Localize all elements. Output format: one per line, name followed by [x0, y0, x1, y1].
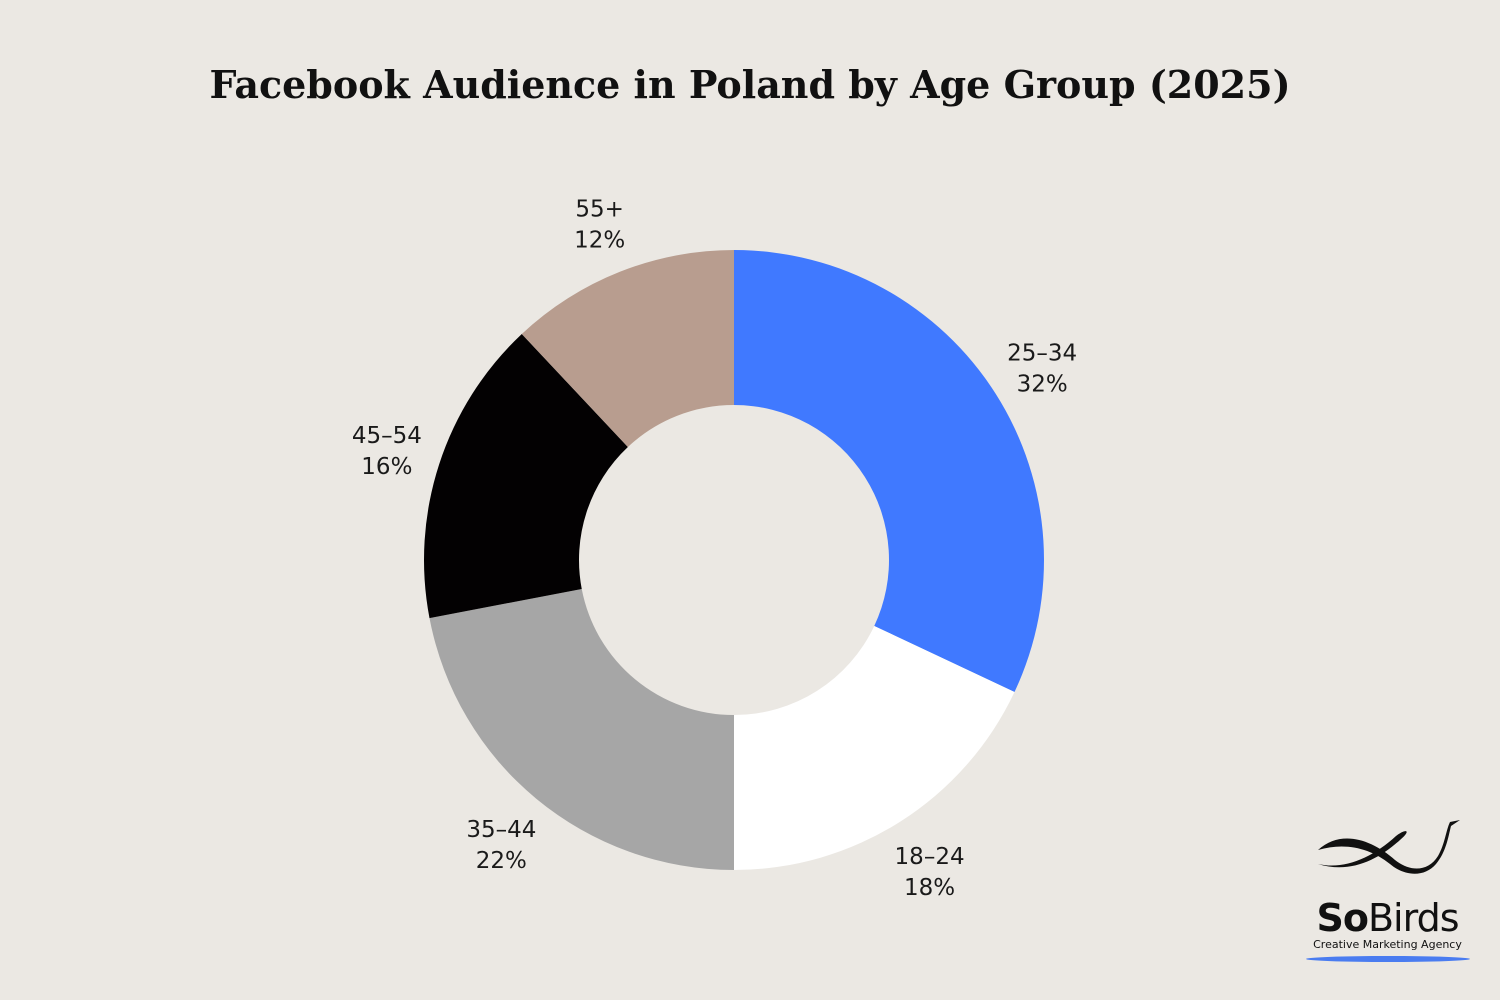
- slice-label-value: 32%: [1017, 371, 1068, 397]
- slice-label-category: 45–54: [352, 423, 422, 449]
- logo-word-light: Birds: [1367, 896, 1460, 940]
- slice-label-value: 18%: [904, 875, 955, 901]
- slice-label-value: 22%: [476, 848, 527, 874]
- slice-45–54: [424, 334, 628, 619]
- slice-18–24: [734, 625, 1015, 870]
- slice-label-value: 16%: [361, 454, 412, 480]
- sobirds-logo: SoBirds Creative Marketing Agency: [1300, 808, 1475, 968]
- bird-icon: [1318, 820, 1460, 874]
- logo-underline: [1306, 956, 1470, 962]
- logo-tagline: Creative Marketing Agency: [1313, 938, 1462, 951]
- chart-title: Facebook Audience in Poland by Age Group…: [209, 62, 1291, 107]
- slice-label-category: 18–24: [895, 844, 965, 870]
- slice-label-category: 55+: [575, 197, 624, 223]
- slice-35–44: [429, 589, 734, 870]
- slice-55+: [521, 250, 734, 448]
- slice-label-category: 25–34: [1007, 340, 1077, 366]
- slice-label-category: 35–44: [466, 817, 536, 843]
- logo-word-bold: So: [1316, 896, 1369, 940]
- slice-label-value: 12%: [574, 228, 625, 254]
- logo-wordmark: SoBirds: [1300, 896, 1475, 940]
- slice-25–34: [734, 250, 1044, 692]
